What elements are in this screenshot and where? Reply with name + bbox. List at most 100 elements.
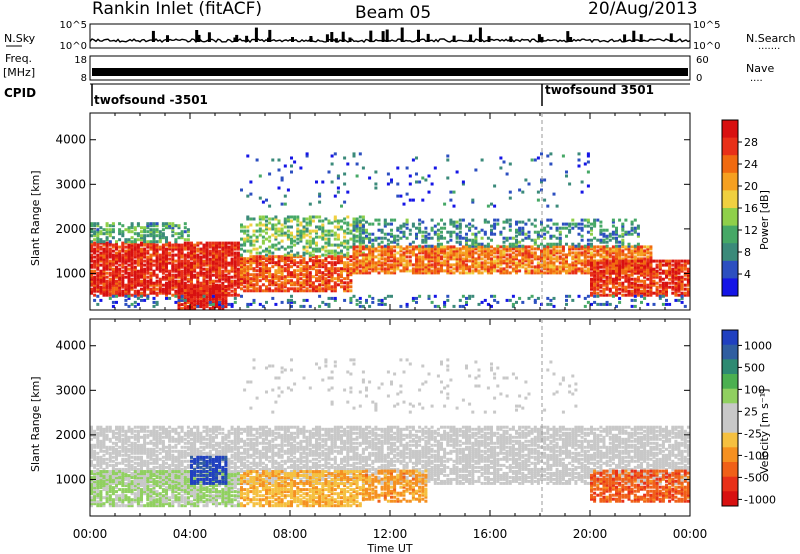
colorbar-swatch bbox=[722, 172, 738, 191]
heatmap-cell bbox=[618, 283, 622, 287]
heatmap-cell bbox=[611, 236, 615, 240]
heatmap-cell bbox=[486, 302, 490, 306]
heatmap-cell bbox=[165, 273, 168, 277]
heatmap-cell bbox=[402, 269, 406, 273]
heatmap-cell bbox=[305, 283, 309, 287]
heatmap-cell bbox=[215, 263, 218, 267]
heatmap-cell bbox=[271, 245, 275, 249]
heatmap-cell bbox=[149, 281, 153, 285]
heatmap-cell bbox=[249, 273, 253, 277]
heatmap-cell bbox=[96, 222, 100, 226]
heatmap-cell bbox=[243, 285, 247, 289]
heatmap-cell bbox=[111, 257, 115, 261]
heatmap-cell bbox=[327, 221, 331, 225]
heatmap-cell bbox=[586, 269, 590, 273]
heatmap-cell bbox=[180, 293, 184, 297]
heatmap-cell bbox=[158, 253, 162, 257]
heatmap-cell bbox=[277, 257, 281, 261]
heatmap-cell bbox=[436, 267, 440, 271]
heatmap-cell bbox=[649, 289, 653, 293]
heatmap-cell bbox=[677, 285, 681, 289]
heatmap-cell bbox=[621, 287, 625, 291]
heatmap-cell bbox=[624, 279, 628, 283]
heatmap-cell bbox=[627, 275, 631, 279]
heatmap-cell bbox=[290, 170, 293, 174]
heatmap-cell bbox=[533, 240, 537, 244]
heatmap-cell bbox=[427, 271, 431, 275]
heatmap-cell bbox=[143, 228, 147, 232]
heatmap-cell bbox=[605, 251, 609, 255]
heatmap-cell bbox=[111, 481, 115, 485]
heatmap-cell bbox=[533, 251, 537, 255]
heatmap-cell bbox=[190, 269, 193, 273]
heatmap-cell bbox=[671, 281, 675, 285]
heatmap-cell bbox=[605, 271, 609, 275]
heatmap-cell bbox=[321, 247, 325, 251]
heatmap-cell bbox=[561, 247, 565, 251]
heatmap-cell bbox=[493, 259, 497, 263]
heatmap-cell bbox=[121, 291, 125, 295]
heatmap-cell bbox=[165, 261, 168, 265]
heatmap-cell bbox=[124, 269, 128, 273]
heatmap-cell bbox=[240, 277, 243, 281]
heatmap-cell bbox=[646, 267, 650, 271]
heatmap-cell bbox=[143, 283, 147, 287]
heatmap-cell bbox=[155, 243, 159, 247]
heatmap-cell bbox=[261, 223, 265, 227]
heatmap-cell bbox=[490, 257, 493, 261]
heatmap-cell bbox=[108, 240, 112, 244]
heatmap-cell bbox=[533, 218, 537, 222]
heatmap-cell bbox=[683, 263, 687, 267]
heatmap-cell bbox=[327, 267, 331, 271]
heatmap-cell bbox=[399, 255, 403, 259]
heatmap-cell bbox=[143, 259, 147, 263]
heatmap-cell bbox=[343, 221, 347, 225]
heatmap-cell bbox=[193, 289, 197, 293]
heatmap-cell bbox=[105, 287, 109, 291]
heatmap-cell bbox=[440, 263, 443, 267]
heatmap-cell bbox=[643, 275, 647, 279]
heatmap-cell bbox=[599, 232, 603, 236]
heatmap-cell bbox=[377, 222, 381, 226]
heatmap-cell bbox=[190, 303, 193, 307]
heatmap-cell bbox=[602, 234, 606, 238]
heatmap-cell bbox=[218, 305, 222, 309]
heatmap-cell bbox=[568, 251, 572, 255]
heatmap-cell bbox=[590, 242, 593, 246]
heatmap-cell bbox=[665, 283, 668, 287]
heatmap-cell bbox=[530, 253, 534, 257]
heatmap-cell bbox=[596, 283, 600, 287]
heatmap-cell bbox=[265, 267, 268, 271]
heatmap-cell bbox=[199, 255, 203, 259]
heatmap-cell bbox=[615, 236, 618, 240]
heatmap-cell bbox=[318, 275, 322, 279]
heatmap-cell bbox=[277, 265, 281, 269]
heatmap-cell bbox=[271, 227, 275, 231]
heatmap-cell bbox=[349, 289, 353, 293]
heatmap-cell bbox=[111, 449, 115, 453]
heatmap-cell bbox=[215, 255, 218, 259]
heatmap-cell bbox=[555, 222, 559, 226]
heatmap-cell bbox=[155, 279, 159, 283]
heatmap-cell bbox=[511, 269, 515, 273]
heatmap-cell bbox=[630, 271, 634, 275]
heatmap-cell bbox=[436, 251, 440, 255]
heatmap-cell bbox=[308, 243, 312, 247]
heatmap-cell bbox=[424, 269, 428, 273]
heatmap-cell bbox=[99, 259, 103, 263]
heatmap-cell bbox=[158, 267, 162, 271]
heatmap-cell bbox=[196, 271, 200, 275]
heatmap-cell bbox=[183, 281, 187, 285]
heatmap-cell bbox=[590, 259, 593, 263]
heatmap-cell bbox=[205, 245, 209, 249]
heatmap-cell bbox=[586, 300, 590, 304]
heatmap-cell bbox=[124, 291, 128, 295]
heatmap-cell bbox=[96, 475, 100, 479]
heatmap-cell bbox=[177, 243, 181, 247]
heatmap-cell bbox=[199, 287, 203, 290]
heatmap-cell bbox=[586, 294, 590, 298]
heatmap-cell bbox=[411, 271, 415, 275]
heatmap-cell bbox=[615, 279, 618, 283]
heatmap-cell bbox=[665, 259, 668, 263]
heatmap-cell bbox=[246, 259, 250, 263]
